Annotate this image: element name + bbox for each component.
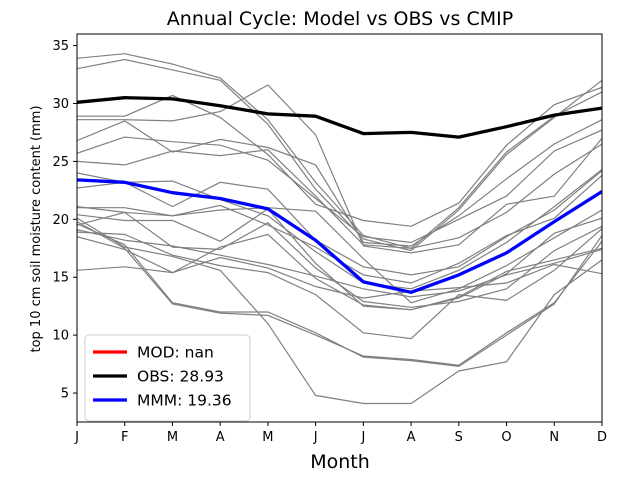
- cmip-model-line-18: [77, 223, 602, 368]
- x-tick-label: A: [407, 430, 416, 445]
- x-tick-label: O: [501, 430, 511, 445]
- y-axis: 5 10 15 20 25 30 35: [52, 39, 77, 402]
- x-tick-label: S: [455, 430, 463, 445]
- x-tick-label: F: [121, 430, 128, 445]
- legend: MOD: nan OBS: 28.93 MMM: 19.36: [84, 334, 251, 422]
- x-tick-label: J: [74, 430, 79, 445]
- x-tick-label: N: [549, 430, 559, 445]
- cmip-model-line-9: [77, 169, 602, 290]
- chart-title: Annual Cycle: Model vs OBS vs CMIP: [167, 8, 513, 30]
- x-tick-label: J: [360, 430, 365, 445]
- series-line-2: [77, 178, 602, 294]
- plot-frame: [76, 33, 603, 423]
- x-axis-label: Month: [310, 451, 370, 473]
- cmip-model-line-13: [77, 211, 602, 308]
- legend-entry-label: MOD: nan: [137, 344, 214, 362]
- x-tick-label: M: [167, 430, 178, 445]
- cmip-model-line-3: [77, 86, 602, 227]
- cmip-model-line-5: [77, 119, 602, 247]
- series-line-1: [77, 96, 602, 139]
- x-tick-label: J: [313, 430, 318, 445]
- x-tick-label: M: [262, 430, 273, 445]
- y-tick-label: 35: [52, 39, 69, 54]
- y-tick-label: 15: [52, 271, 69, 286]
- legend-entry-label: OBS: 28.93: [137, 368, 224, 386]
- y-tick-label: 20: [52, 213, 69, 228]
- y-tick-label: 30: [52, 97, 69, 112]
- y-tick-label: 10: [52, 329, 69, 344]
- x-tick-label: D: [597, 430, 607, 445]
- cmip-model-line-19: [77, 217, 602, 405]
- cmip-model-line-20: [77, 256, 602, 299]
- x-tick-label: A: [216, 430, 225, 445]
- y-tick-label: 5: [61, 387, 69, 402]
- cmip-model-line-7: [77, 143, 602, 249]
- cmip-model-line-4: [77, 84, 602, 254]
- y-axis-label: top 10 cm soil moisture content (mm): [29, 105, 44, 352]
- plot-area: [77, 53, 602, 405]
- cmip-model-line-16: [77, 228, 602, 340]
- cmip-model-line-1: [77, 53, 602, 249]
- cmip-model-line-15: [77, 233, 602, 311]
- cmip-model-line-6: [77, 129, 602, 244]
- y-tick-label: 25: [52, 155, 69, 170]
- cmip-model-line-14: [77, 229, 602, 298]
- legend-entry-label: MMM: 19.36: [137, 392, 232, 410]
- cmip-model-line-11: [77, 207, 602, 304]
- cmip-model-line-2: [77, 58, 602, 252]
